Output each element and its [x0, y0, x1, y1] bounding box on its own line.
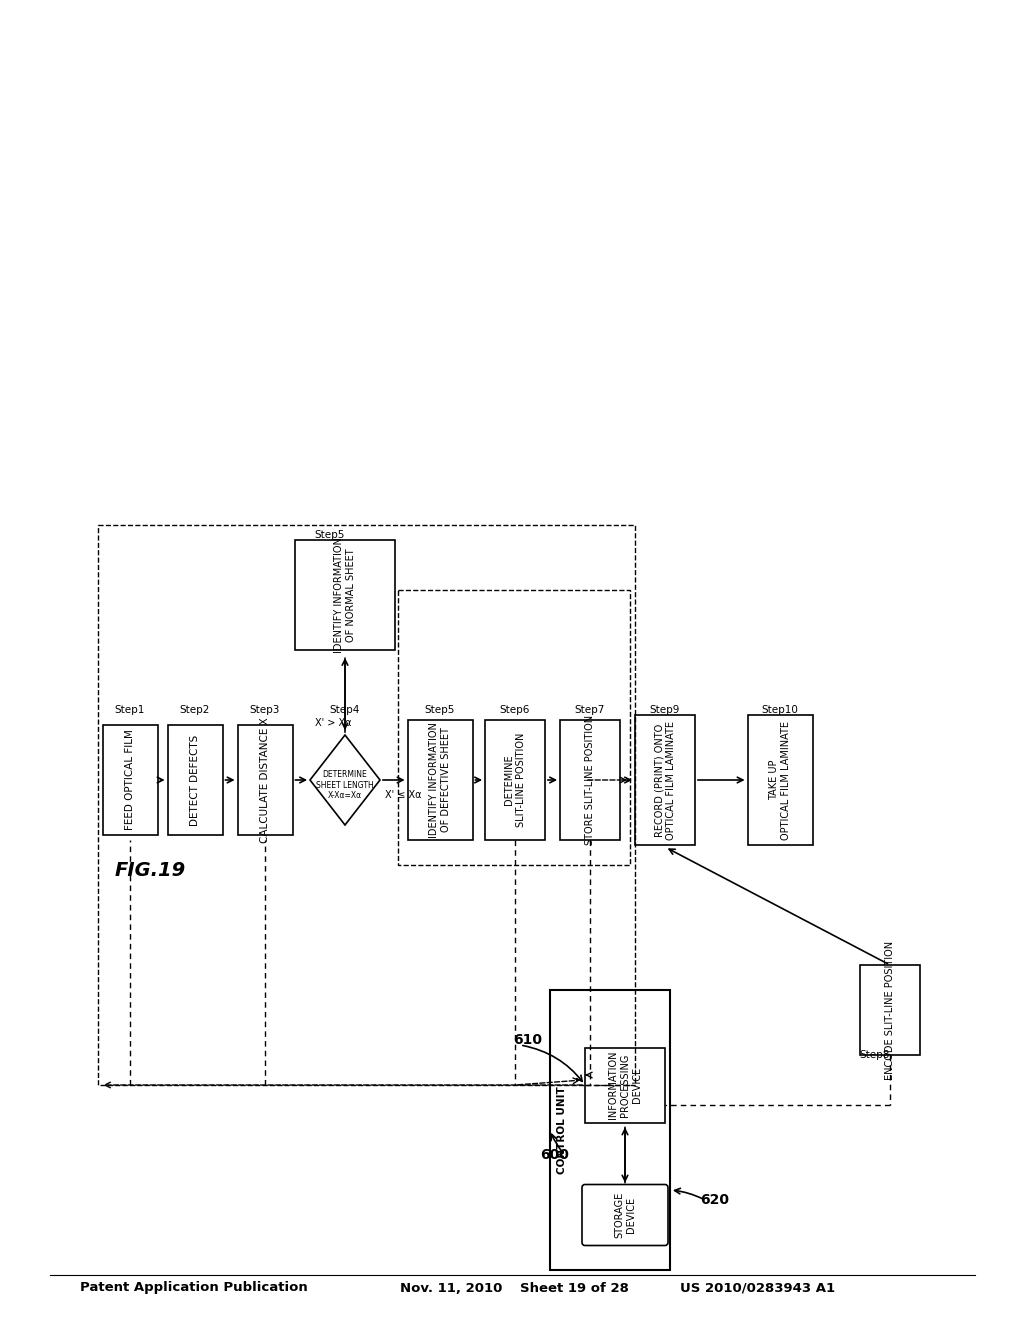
Text: TAKE UP
OPTICAL FILM LAMINATE: TAKE UP OPTICAL FILM LAMINATE: [769, 721, 791, 840]
FancyBboxPatch shape: [102, 725, 158, 836]
Text: RECORD (PRINT) ONTO
OPTICAL FILM LAMINATE: RECORD (PRINT) ONTO OPTICAL FILM LAMINAT…: [654, 721, 676, 840]
Text: 620: 620: [700, 1193, 729, 1206]
Text: 610: 610: [513, 1034, 542, 1047]
Text: STORE SLIT-LINE POSITION: STORE SLIT-LINE POSITION: [585, 715, 595, 845]
Text: Step2: Step2: [180, 705, 210, 715]
Text: Step5: Step5: [314, 531, 345, 540]
Text: Patent Application Publication: Patent Application Publication: [80, 1282, 308, 1295]
FancyBboxPatch shape: [582, 1184, 668, 1246]
Text: CONTROL UNIT: CONTROL UNIT: [557, 1086, 567, 1173]
Text: Step3: Step3: [250, 705, 281, 715]
Text: IDENTIFY INFORMATION
OF NORMAL SHEET: IDENTIFY INFORMATION OF NORMAL SHEET: [334, 537, 355, 653]
Text: Step7: Step7: [574, 705, 605, 715]
Text: DETEMINE
SLIT-LINE POSITION: DETEMINE SLIT-LINE POSITION: [504, 733, 525, 828]
FancyBboxPatch shape: [485, 719, 545, 840]
Text: DETERMINE
SHEET LENGTH
X-Xα=Xα: DETERMINE SHEET LENGTH X-Xα=Xα: [316, 770, 374, 800]
FancyBboxPatch shape: [550, 990, 670, 1270]
Text: X' ≤ Xα: X' ≤ Xα: [385, 789, 422, 800]
Text: Step4: Step4: [330, 705, 360, 715]
FancyBboxPatch shape: [748, 715, 812, 845]
Text: STORAGE
DEVICE: STORAGE DEVICE: [614, 1192, 636, 1238]
Text: ENCODE SLIT-LINE POSITION: ENCODE SLIT-LINE POSITION: [885, 940, 895, 1080]
Text: IDENTIFY INFORMATION
OF DEFECTIVE SHEET: IDENTIFY INFORMATION OF DEFECTIVE SHEET: [429, 722, 451, 838]
FancyBboxPatch shape: [560, 719, 620, 840]
Text: CALCULATE DISTANCE X: CALCULATE DISTANCE X: [260, 717, 270, 843]
Text: Step9: Step9: [650, 705, 680, 715]
Text: DETECT DEFECTS: DETECT DEFECTS: [190, 734, 200, 825]
Text: INFORMATION
PROCESSING
DEVICE: INFORMATION PROCESSING DEVICE: [608, 1051, 642, 1119]
Text: FEED OPTICAL FILM: FEED OPTICAL FILM: [125, 730, 135, 830]
FancyBboxPatch shape: [168, 725, 222, 836]
FancyBboxPatch shape: [238, 725, 293, 836]
FancyBboxPatch shape: [408, 719, 472, 840]
FancyBboxPatch shape: [295, 540, 395, 649]
Text: Sheet 19 of 28: Sheet 19 of 28: [520, 1282, 629, 1295]
FancyBboxPatch shape: [860, 965, 920, 1055]
Text: Step6: Step6: [500, 705, 530, 715]
Text: Nov. 11, 2010: Nov. 11, 2010: [400, 1282, 503, 1295]
FancyBboxPatch shape: [585, 1048, 665, 1122]
Text: 600: 600: [540, 1148, 569, 1162]
Text: FIG.19: FIG.19: [115, 861, 186, 879]
Text: US 2010/0283943 A1: US 2010/0283943 A1: [680, 1282, 836, 1295]
Text: Step1: Step1: [115, 705, 145, 715]
Text: Step8: Step8: [860, 1049, 890, 1060]
Text: Step10: Step10: [762, 705, 799, 715]
Text: Step5: Step5: [425, 705, 456, 715]
Text: X' > Xα: X' > Xα: [315, 718, 351, 729]
FancyBboxPatch shape: [635, 715, 695, 845]
